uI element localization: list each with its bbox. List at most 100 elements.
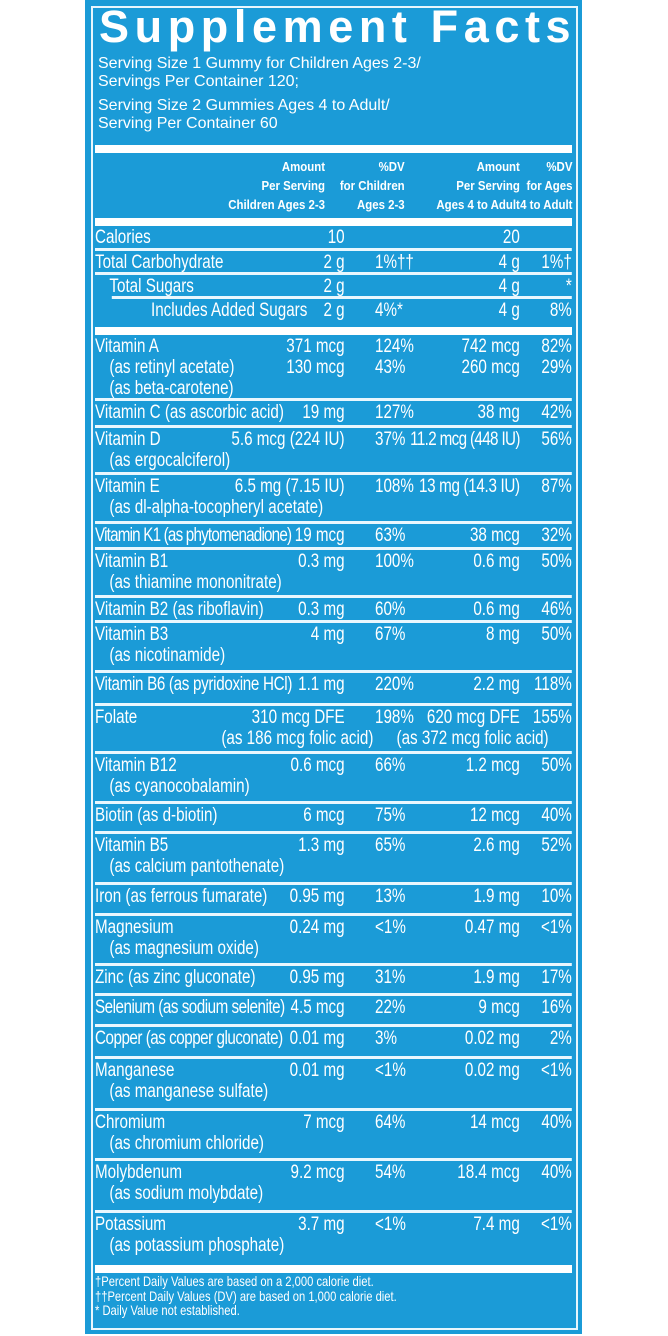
nutrient-name-line: Vitamin B1 bbox=[95, 551, 169, 572]
dv-adult-line: 16% bbox=[541, 997, 572, 1018]
dv-adult-line: 50% bbox=[541, 551, 572, 572]
nutrient-row-iron: Iron (as ferrous fumarate) 0.95 mg 13% 1.9 … bbox=[95, 885, 572, 916]
amount-children: 2 g bbox=[323, 276, 344, 297]
row-divider bbox=[95, 703, 572, 706]
dv-children: 66% bbox=[375, 755, 405, 776]
amount-adult-line: 18.4 mcg bbox=[457, 1162, 520, 1183]
dv-adult-line: 17% bbox=[541, 967, 572, 988]
header-line: for Children bbox=[340, 178, 405, 193]
header-line: %DV bbox=[545, 159, 572, 174]
amount-children-line: 7 mcg bbox=[303, 1112, 345, 1133]
nutrient-row-total-carbohydrate: Total Carbohydrate 2 g 1%†† 4 g 1%† bbox=[95, 251, 572, 275]
header-line: for Ages bbox=[526, 178, 572, 193]
amount-children-line: 0.01 mg bbox=[289, 1060, 345, 1081]
amount-children: 0.95 mg bbox=[290, 886, 345, 907]
nutrient-name: Vitamin K1 (as phytomenadione) bbox=[95, 525, 292, 546]
row-divider bbox=[95, 1056, 572, 1059]
column-headers: Amount Per Serving Children Ages 2-3 %DV… bbox=[95, 157, 572, 217]
amount-children-line: (as 186 mcg folic acid) bbox=[221, 728, 374, 749]
nutrient-name: Molybdenum (as sodium molybdate) bbox=[95, 1162, 263, 1204]
nutrient-row-vitamin-e: Vitamin E (as dl-alpha-tocopheryl acetate… bbox=[95, 475, 572, 524]
row-divider bbox=[95, 521, 572, 524]
amount-adult-line: 0.02 mg bbox=[464, 1028, 520, 1049]
nutrient-row-vitamin-a: Vitamin A (as retinyl acetate) (as beta-ca… bbox=[95, 335, 572, 401]
nutrient-name-line: (as sodium molybdate) bbox=[109, 1183, 264, 1204]
nutrient-name-line: Vitamin D bbox=[95, 429, 161, 450]
nutrient-row-vitamin-k1: Vitamin K1 (as phytomenadione) 19 mcg 63% 3… bbox=[95, 524, 572, 550]
dv-adult: 50% bbox=[541, 755, 571, 776]
amount-children: 10 bbox=[328, 227, 345, 248]
nutrient-row-total-sugars: Total Sugars 2 g 4 g * bbox=[95, 275, 572, 299]
nutrient-name-line: (as retinyl acetate) bbox=[109, 357, 235, 378]
dv-children: 124% 43% bbox=[375, 336, 414, 378]
row-divider bbox=[95, 248, 572, 251]
amount-adult-line: 38 mcg bbox=[469, 525, 520, 546]
nutrient-name-line: Vitamin E bbox=[95, 476, 160, 497]
dv-adult-line: 10% bbox=[541, 886, 572, 907]
amount-children-line: 2 g bbox=[323, 252, 345, 273]
footnote: †Percent Daily Values are based on a 2,0… bbox=[95, 1273, 374, 1289]
header-line: Per Serving bbox=[261, 178, 325, 193]
dv-adult-line: 40% bbox=[541, 805, 572, 826]
nutrient-name: Vitamin B1 (as thiamine mononitrate) bbox=[95, 551, 282, 593]
dv-adult-line: <1% bbox=[540, 1214, 572, 1235]
dv-children: 127% bbox=[375, 402, 414, 423]
dv-adult: 50% bbox=[541, 551, 571, 572]
row-divider bbox=[95, 620, 572, 623]
nutrient-name: Vitamin C (as ascorbic acid) bbox=[95, 402, 284, 423]
nutrient-name: Vitamin B2 (as riboflavin) bbox=[95, 599, 264, 620]
header-dv-adult: %DV for Ages 4 to Adult bbox=[520, 157, 572, 214]
nutrient-name-line: (as nicotinamide) bbox=[109, 645, 226, 666]
dv-children-line: 13% bbox=[375, 886, 406, 907]
dv-adult-line: 52% bbox=[541, 835, 572, 856]
dv-children: 198% bbox=[375, 707, 414, 728]
dv-children-line: 43% bbox=[375, 357, 406, 378]
nutrient-name: Calories bbox=[95, 227, 151, 248]
dv-children-line: 220% bbox=[375, 674, 414, 695]
nutrient-name: Chromium (as chromium chloride) bbox=[95, 1112, 264, 1154]
dv-children-line: 124% bbox=[375, 336, 414, 357]
amount-adult-line: 0.6 mg bbox=[473, 551, 520, 572]
amount-children-line: 2 g bbox=[323, 276, 345, 297]
nutrient-name: Selenium (as sodium selenite) bbox=[95, 997, 285, 1018]
dv-adult: 82% 29% bbox=[541, 336, 571, 378]
amount-adult-line: 4 g bbox=[498, 252, 520, 273]
dv-children-line: 3% bbox=[375, 1028, 397, 1049]
dv-children-line: 75% bbox=[375, 805, 406, 826]
divider-bar bbox=[95, 218, 572, 226]
dv-children: 63% bbox=[375, 525, 405, 546]
row-divider bbox=[95, 547, 572, 550]
amount-adult-line: 1.2 mcg bbox=[465, 755, 520, 776]
nutrient-row-vitamin-d: Vitamin D (as ergocalciferol) 5.6 mcg (224… bbox=[95, 428, 572, 475]
dv-adult-line: 118% bbox=[534, 674, 572, 695]
amount-children: 0.24 mg bbox=[290, 917, 345, 938]
row-divider bbox=[95, 1158, 572, 1161]
amount-adult: 4 g bbox=[499, 276, 520, 297]
dv-children-line: 67% bbox=[375, 624, 406, 645]
dv-adult: 17% bbox=[541, 967, 571, 988]
nutrient-name-line: Vitamin B3 bbox=[95, 624, 169, 645]
dv-children: 4%* bbox=[375, 300, 403, 321]
amount-adult: 13 mg (14.3 IU) bbox=[419, 476, 520, 497]
amount-children: 6.5 mg (7.15 IU) bbox=[235, 476, 345, 497]
nutrient-name: Total Sugars bbox=[109, 276, 193, 297]
dv-children-line: 66% bbox=[375, 755, 406, 776]
amount-children-line: 4.5 mcg bbox=[290, 997, 345, 1018]
nutrient-name-line: Manganese bbox=[95, 1060, 175, 1081]
row-divider bbox=[95, 963, 572, 966]
dv-children-line: 1%†† bbox=[375, 252, 414, 273]
nutrient-name-line: Includes Added Sugars bbox=[151, 300, 308, 321]
amount-children-line: 19 mg bbox=[302, 402, 345, 423]
dv-adult: 16% bbox=[541, 997, 571, 1018]
dv-children: 108% bbox=[375, 476, 414, 497]
amount-children: 19 mcg bbox=[295, 525, 345, 546]
amount-children-line: 9.2 mcg bbox=[290, 1162, 345, 1183]
amount-adult: 0.47 mg bbox=[465, 917, 520, 938]
nutrient-row-chromium: Chromium (as chromium chloride) 7 mcg 64% 14… bbox=[95, 1111, 572, 1161]
dv-adult: 155% bbox=[533, 707, 572, 728]
row-divider bbox=[95, 751, 572, 754]
nutrient-name-line: Vitamin K1 (as phytomenadione) bbox=[95, 525, 292, 546]
nutrient-row-copper: Copper (as copper gluconate) 0.01 mg 3% 0.0… bbox=[95, 1027, 572, 1059]
dv-children-line: <1% bbox=[375, 1214, 406, 1235]
amount-adult: 12 mcg bbox=[470, 805, 520, 826]
